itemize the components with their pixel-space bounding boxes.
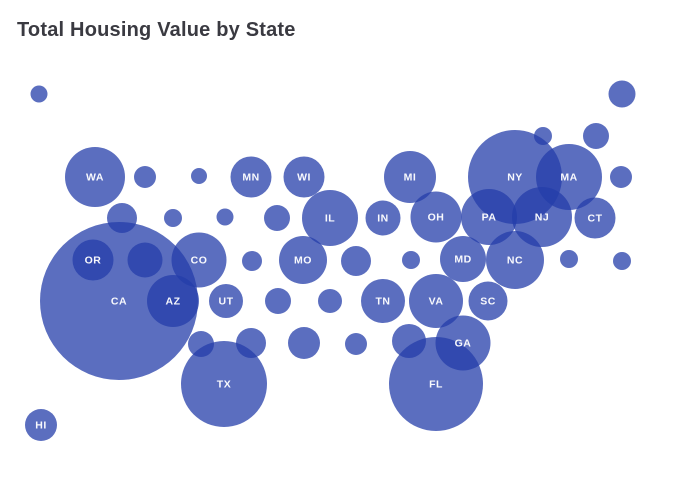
state-bubble-IN[interactable] xyxy=(365,200,401,236)
chart-title: Total Housing Value by State xyxy=(17,19,296,41)
state-bubble[interactable] xyxy=(345,333,367,355)
state-bubble[interactable] xyxy=(608,80,636,108)
state-bubble-NC[interactable] xyxy=(486,231,544,289)
state-bubble-MO[interactable] xyxy=(279,236,327,284)
state-bubble[interactable] xyxy=(613,252,631,270)
state-bubble[interactable] xyxy=(30,85,48,103)
state-bubble-IL[interactable] xyxy=(302,190,358,246)
state-bubble[interactable] xyxy=(583,123,609,149)
state-bubble-OH[interactable] xyxy=(410,191,462,243)
state-bubble-WI[interactable] xyxy=(283,156,325,198)
state-bubble[interactable] xyxy=(242,251,262,271)
state-bubble[interactable] xyxy=(265,288,291,314)
state-bubble-TN[interactable] xyxy=(361,279,405,323)
state-bubble[interactable] xyxy=(216,208,234,226)
state-bubble[interactable] xyxy=(191,168,207,184)
state-bubble-MI[interactable] xyxy=(384,151,436,203)
state-bubble[interactable] xyxy=(341,246,371,276)
state-bubble[interactable] xyxy=(164,209,182,227)
state-bubble[interactable] xyxy=(318,289,342,313)
state-bubble-HI[interactable] xyxy=(25,409,57,441)
state-bubble[interactable] xyxy=(134,166,156,188)
state-bubble-MD[interactable] xyxy=(440,236,486,282)
state-bubble[interactable] xyxy=(560,250,578,268)
state-bubble-UT[interactable] xyxy=(209,284,243,318)
state-bubble[interactable] xyxy=(610,166,632,188)
state-bubble[interactable] xyxy=(288,327,320,359)
state-bubble-NJ[interactable] xyxy=(512,187,572,247)
state-bubble-PA[interactable] xyxy=(461,189,517,245)
state-bubble-TX[interactable] xyxy=(181,341,267,427)
state-bubble[interactable] xyxy=(264,205,290,231)
state-bubble-AZ[interactable] xyxy=(147,275,199,327)
state-bubble-VA[interactable] xyxy=(409,274,463,328)
state-bubble[interactable] xyxy=(402,251,420,269)
state-bubble-WA[interactable] xyxy=(65,147,125,207)
state-bubble-FL[interactable] xyxy=(389,337,483,431)
state-bubble-SC[interactable] xyxy=(468,281,508,321)
state-bubble-CA[interactable] xyxy=(40,222,198,380)
state-bubble-CT[interactable] xyxy=(574,197,616,239)
state-bubble-MN[interactable] xyxy=(230,156,272,198)
